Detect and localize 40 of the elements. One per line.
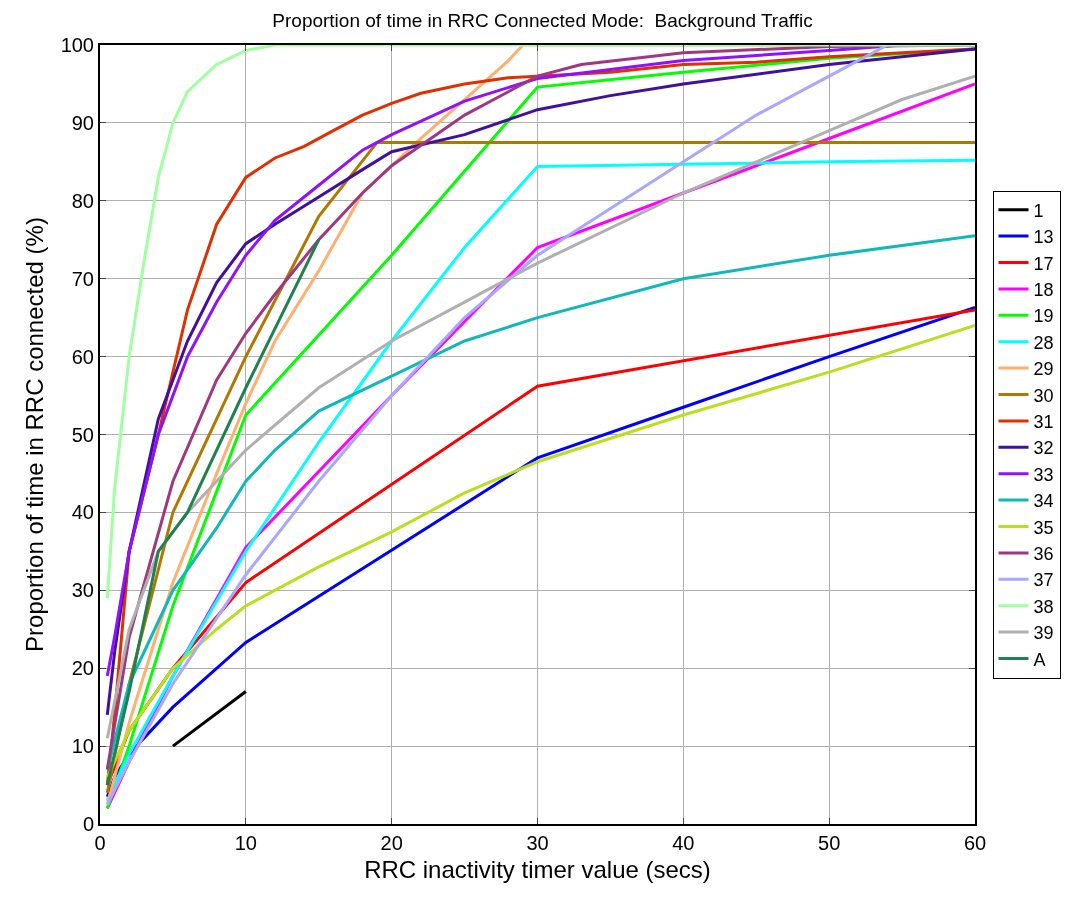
y-tick-label: 100: [60, 34, 94, 56]
y-axis-title: Proportion of time in RRC connected (%): [21, 217, 49, 652]
chart-title: Proportion of time in RRC Connected Mode: Background Traffic: [272, 9, 813, 31]
legend-label: 33: [1033, 464, 1054, 485]
legend-label: 35: [1033, 517, 1054, 538]
x-tick-label: 20: [380, 832, 403, 854]
legend-label: 1: [1033, 200, 1044, 221]
x-tick-label: 50: [818, 832, 841, 854]
legend-label: 32: [1033, 438, 1054, 459]
legend-label: 13: [1033, 227, 1054, 248]
legend-label: 30: [1033, 385, 1054, 406]
legend-label: 39: [1033, 623, 1054, 644]
x-tick-label: 10: [234, 832, 257, 854]
y-tick-label: 50: [71, 423, 94, 446]
legend-label: 37: [1033, 570, 1054, 591]
line-series: [105, 238, 321, 787]
legend-label: 28: [1033, 332, 1054, 353]
x-tick-label: 40: [672, 832, 695, 854]
x-tick-label: 30: [526, 832, 549, 854]
y-tick-label: 40: [71, 501, 94, 524]
legend-label: A: [1033, 649, 1046, 670]
y-tick-label: 60: [71, 345, 94, 368]
y-tick-label: 70: [71, 267, 94, 290]
legend-label: 34: [1033, 491, 1054, 512]
legend-label: 38: [1033, 596, 1054, 617]
legend-label: 18: [1033, 279, 1054, 300]
y-tick-label: 20: [71, 657, 94, 680]
x-tick-label: 60: [963, 832, 987, 854]
legend-label: 36: [1033, 543, 1054, 564]
legend-label: 31: [1033, 411, 1054, 432]
y-tick-label: 0: [82, 813, 94, 835]
legend-label: 29: [1033, 359, 1054, 380]
y-tick-label: 90: [71, 111, 94, 134]
legend-label: 19: [1033, 306, 1054, 327]
y-tick-label: 30: [71, 579, 94, 602]
y-tick-label: 80: [71, 189, 94, 212]
x-axis-title: RRC inactivity timer value (secs): [364, 855, 711, 883]
line-series: [105, 234, 975, 771]
legend-label: 17: [1033, 253, 1054, 274]
y-tick-label: 10: [71, 735, 94, 758]
